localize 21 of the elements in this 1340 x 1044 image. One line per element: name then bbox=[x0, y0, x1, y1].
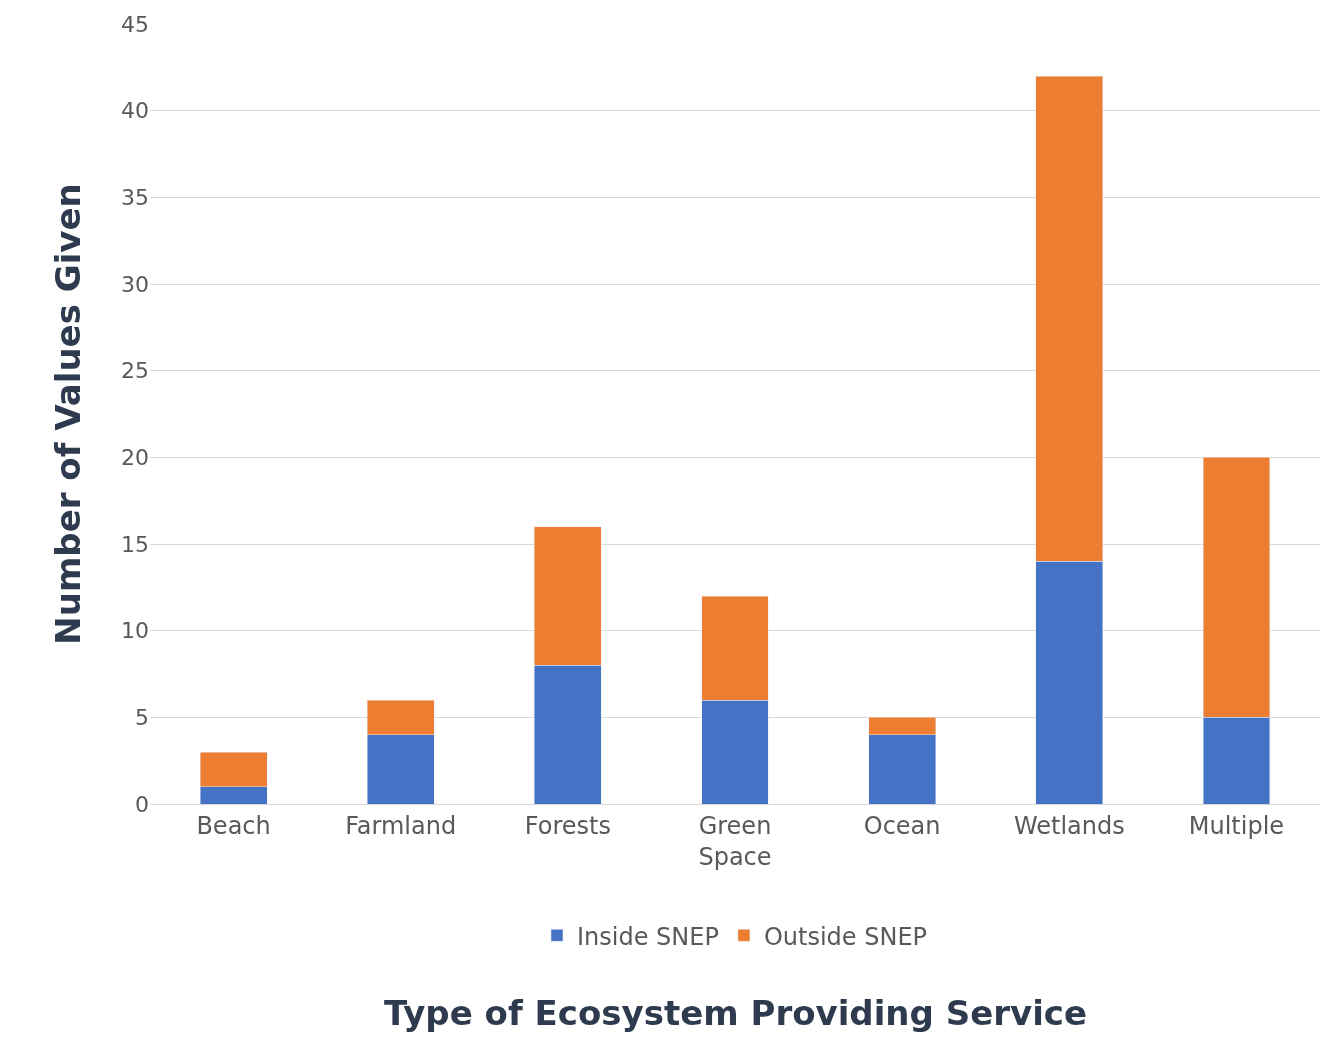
x-axis-title: Type of Ecosystem Providing Service bbox=[384, 993, 1088, 1033]
y-tick-label: 5 bbox=[135, 705, 149, 731]
x-tick-label: Ocean bbox=[863, 811, 941, 840]
x-tick-label: Beach bbox=[196, 811, 271, 840]
legend-label: Outside SNEP bbox=[763, 922, 928, 951]
y-tick-label: 10 bbox=[121, 618, 149, 644]
y-tick-label: 25 bbox=[121, 358, 149, 384]
y-tick-label: 35 bbox=[121, 185, 149, 211]
legend-label: Inside SNEP bbox=[577, 922, 719, 951]
y-tick-label: 0 bbox=[135, 791, 149, 817]
x-tick-label: Farmland bbox=[345, 811, 457, 840]
x-tick-label: Forests bbox=[524, 811, 611, 840]
y-tick-label: 30 bbox=[121, 271, 149, 297]
x-tick-label: Green Space bbox=[698, 811, 772, 871]
x-tick-label: Wetlands bbox=[1013, 811, 1125, 840]
y-tick-label: 15 bbox=[121, 531, 149, 557]
y-tick-label: 40 bbox=[121, 98, 149, 124]
y-tick-label: 45 bbox=[121, 11, 149, 37]
y-tick-label: 20 bbox=[121, 445, 149, 471]
y-axis-title: Number of Values Given bbox=[47, 183, 88, 645]
x-tick-label: Multiple bbox=[1188, 811, 1285, 840]
